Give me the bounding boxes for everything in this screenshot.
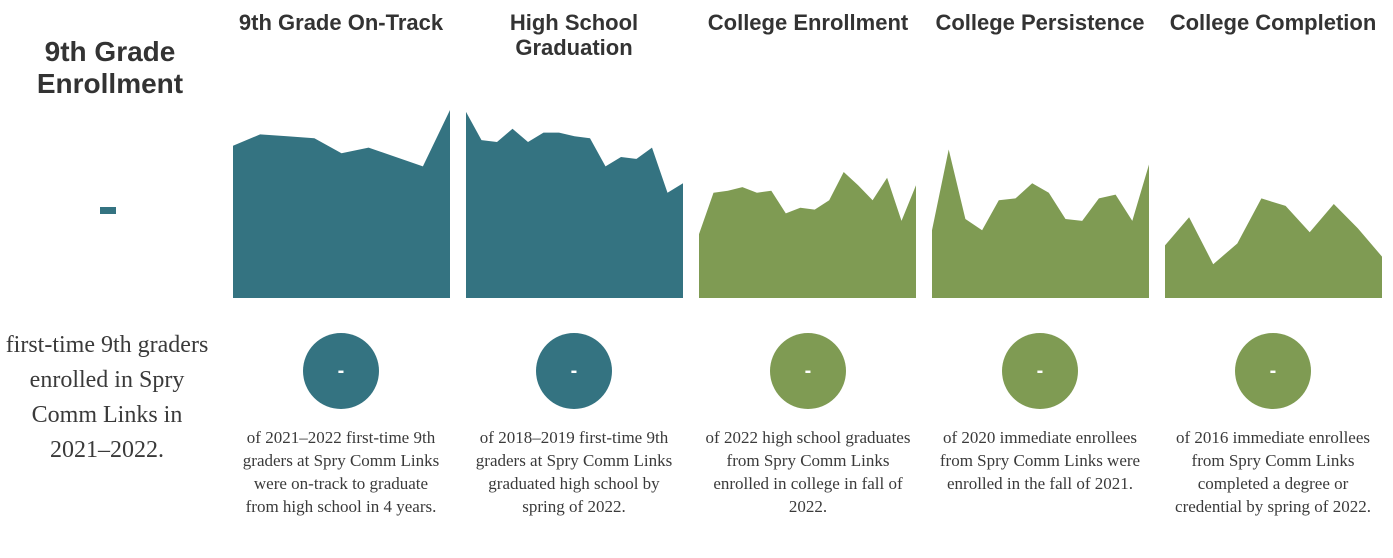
enrollment-title: 9th Grade Enrollment: [36, 36, 184, 100]
stage-value-circle-1: -: [303, 333, 379, 409]
stage-value-circle-2: -: [536, 333, 612, 409]
stage-value-circle-4: -: [1002, 333, 1078, 409]
area-series-4: [932, 149, 1149, 298]
stage-title-1: 9th Grade On-Track: [238, 10, 444, 35]
enrollment-description: first-time 9th graders enrolled in Spry …: [5, 332, 209, 463]
area-series-1: [233, 110, 450, 298]
stage-description-2: of 2018–2019 first-time 9th graders at S…: [475, 428, 673, 516]
stage-title-4: College Persistence: [935, 10, 1145, 35]
stage-title-3: College Enrollment: [707, 10, 909, 35]
stage-description-1: of 2021–2022 first-time 9th graders at S…: [242, 428, 440, 516]
stage-value-circle-5: -: [1235, 333, 1311, 409]
stage-title-5: College Completion: [1169, 10, 1377, 35]
stage-title-2: High School Graduation: [509, 10, 639, 61]
stage-description-3: of 2022 high school graduates from Spry …: [705, 428, 911, 516]
stage-description-5: of 2016 immediate enrollees from Spry Co…: [1175, 428, 1371, 516]
enrollment-value: [100, 207, 116, 214]
stage-value-circle-3: -: [770, 333, 846, 409]
area-series-5: [1165, 198, 1382, 298]
area-series-3: [699, 172, 916, 298]
area-series-2: [466, 111, 683, 299]
stage-description-4: of 2020 immediate enrollees from Spry Co…: [939, 428, 1141, 493]
